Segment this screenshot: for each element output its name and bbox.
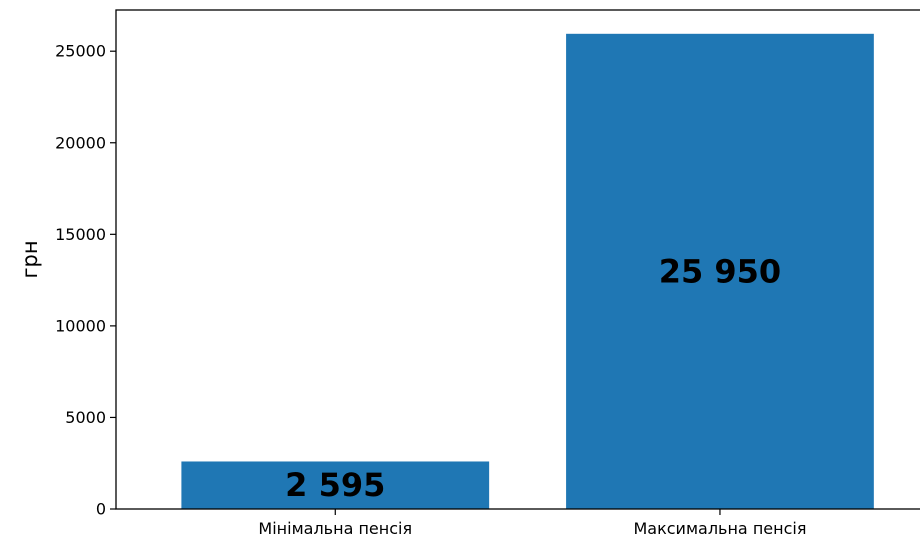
y-tick-label-2: 10000 bbox=[55, 316, 106, 335]
y-tick-label-5: 25000 bbox=[55, 42, 106, 61]
y-tick-label-0: 0 bbox=[96, 500, 106, 519]
y-axis: 0 5000 10000 15000 20000 25000 bbox=[55, 42, 116, 519]
bar-1 bbox=[566, 33, 874, 509]
x-axis: Мінімальна пенсія Максимальна пенсія bbox=[258, 509, 806, 537]
bars bbox=[181, 33, 874, 509]
x-tick-label-1: Максимальна пенсія bbox=[633, 519, 806, 537]
bar-value-label-0: 2 595 bbox=[285, 466, 385, 504]
x-tick-label-0: Мінімальна пенсія bbox=[258, 519, 412, 537]
y-tick-label-1: 5000 bbox=[65, 408, 106, 427]
bar-value-label-1: 25 950 bbox=[659, 252, 781, 290]
y-tick-label-4: 20000 bbox=[55, 133, 106, 152]
bar-0 bbox=[181, 461, 490, 509]
y-tick-label-3: 15000 bbox=[55, 225, 106, 244]
data-labels: 2 595 25 950 bbox=[285, 252, 781, 504]
y-axis-title: грн bbox=[18, 240, 42, 278]
plot-frame bbox=[115, 9, 920, 510]
